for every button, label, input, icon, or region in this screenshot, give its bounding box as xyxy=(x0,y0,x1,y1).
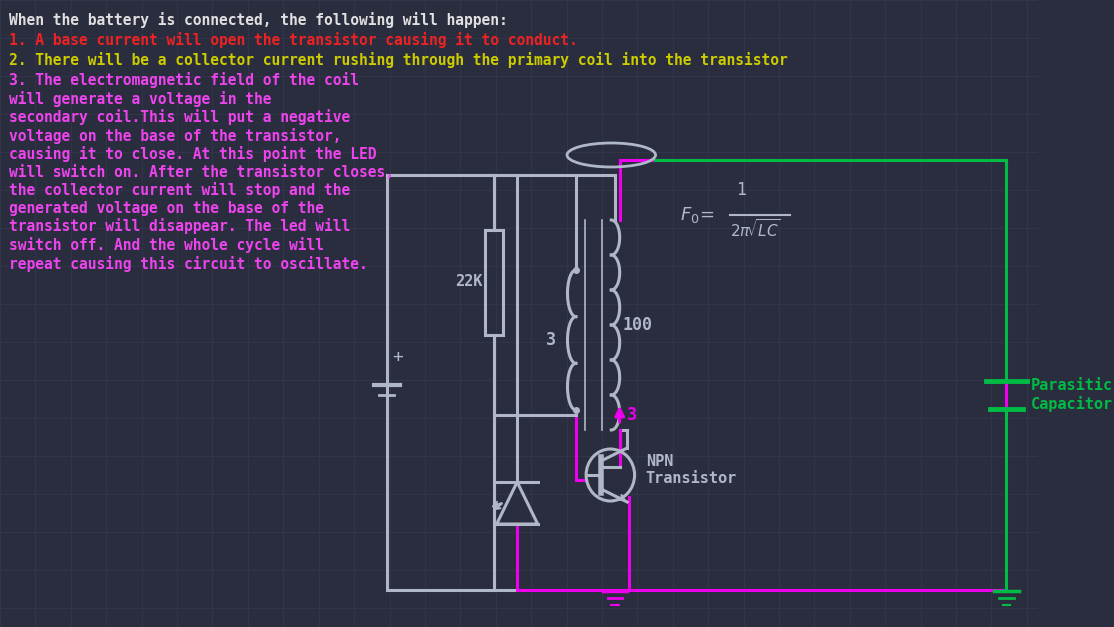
Text: 2. There will be a collector current rushing through the primary coil into the t: 2. There will be a collector current rus… xyxy=(9,52,788,68)
Bar xyxy=(485,230,504,335)
Text: 100: 100 xyxy=(623,316,653,334)
Text: $\mathit{F}_0\!=\!$: $\mathit{F}_0\!=\!$ xyxy=(681,205,715,225)
Text: When the battery is connected, the following will happen:: When the battery is connected, the follo… xyxy=(9,12,508,28)
Text: $2\pi\!\sqrt{LC}$: $2\pi\!\sqrt{LC}$ xyxy=(730,218,781,240)
Text: 3: 3 xyxy=(546,331,556,349)
Text: 1: 1 xyxy=(736,181,746,199)
Text: 22K: 22K xyxy=(455,275,482,290)
Text: 1. A base current will open the transistor causing it to conduct.: 1. A base current will open the transist… xyxy=(9,32,578,48)
Text: NPN
Transistor: NPN Transistor xyxy=(646,454,737,486)
Text: +: + xyxy=(392,348,403,366)
Text: 3: 3 xyxy=(627,406,637,424)
Text: Parasitic
Capacitor: Parasitic Capacitor xyxy=(1030,378,1113,412)
Text: 3. The electromagnetic field of the coil
will generate a voltage in the
secondar: 3. The electromagnetic field of the coil… xyxy=(9,72,394,271)
